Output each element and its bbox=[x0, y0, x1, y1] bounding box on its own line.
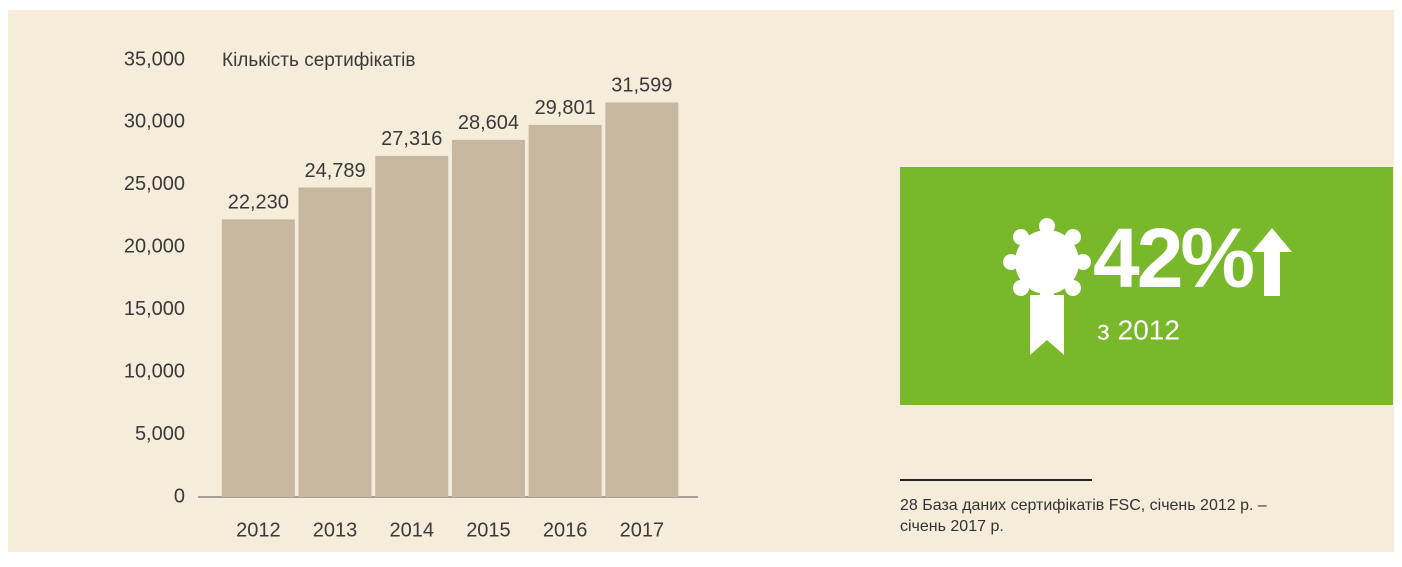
value-label: 31,599 bbox=[611, 75, 672, 97]
bar bbox=[528, 124, 602, 497]
value-label: 22,230 bbox=[228, 192, 289, 214]
highlight-subtitle: з 2012 bbox=[1097, 314, 1180, 345]
y-tick-label: 30,000 bbox=[124, 111, 185, 133]
y-tick-label: 25,000 bbox=[124, 173, 185, 195]
bar bbox=[298, 187, 372, 497]
y-tick-label: 20,000 bbox=[124, 236, 185, 258]
bar bbox=[221, 219, 295, 497]
up-arrow bbox=[1252, 228, 1292, 296]
y-tick-label: 10,000 bbox=[124, 360, 185, 382]
footnote-line: 28 База даних сертифікатів FSC, січень 2… bbox=[900, 497, 1267, 514]
y-tick-label: 0 bbox=[174, 485, 185, 507]
x-tick-label: 2015 bbox=[466, 519, 511, 541]
value-label: 27,316 bbox=[381, 128, 442, 150]
bar bbox=[375, 155, 449, 497]
value-label: 28,604 bbox=[458, 112, 519, 134]
y-tick-label: 35,000 bbox=[124, 48, 185, 70]
award-icon bbox=[1003, 218, 1091, 355]
bar bbox=[605, 102, 679, 497]
axis-title: Кількість сертифікатів bbox=[222, 50, 415, 71]
y-tick-label: 5,000 bbox=[135, 423, 185, 445]
value-label: 29,801 bbox=[535, 97, 596, 119]
y-tick-label: 15,000 bbox=[124, 298, 185, 320]
highlight-value: 42% bbox=[1093, 211, 1253, 305]
x-tick-label: 2016 bbox=[543, 519, 588, 541]
highlight-box bbox=[900, 167, 1393, 405]
bar bbox=[451, 139, 525, 497]
value-label: 24,789 bbox=[304, 160, 365, 182]
x-tick-label: 2013 bbox=[313, 519, 358, 541]
x-tick-label: 2012 bbox=[236, 519, 281, 541]
x-tick-label: 2017 bbox=[620, 519, 665, 541]
x-tick-label: 2014 bbox=[390, 519, 435, 541]
footnote-line: січень 2017 р. bbox=[900, 518, 1004, 535]
